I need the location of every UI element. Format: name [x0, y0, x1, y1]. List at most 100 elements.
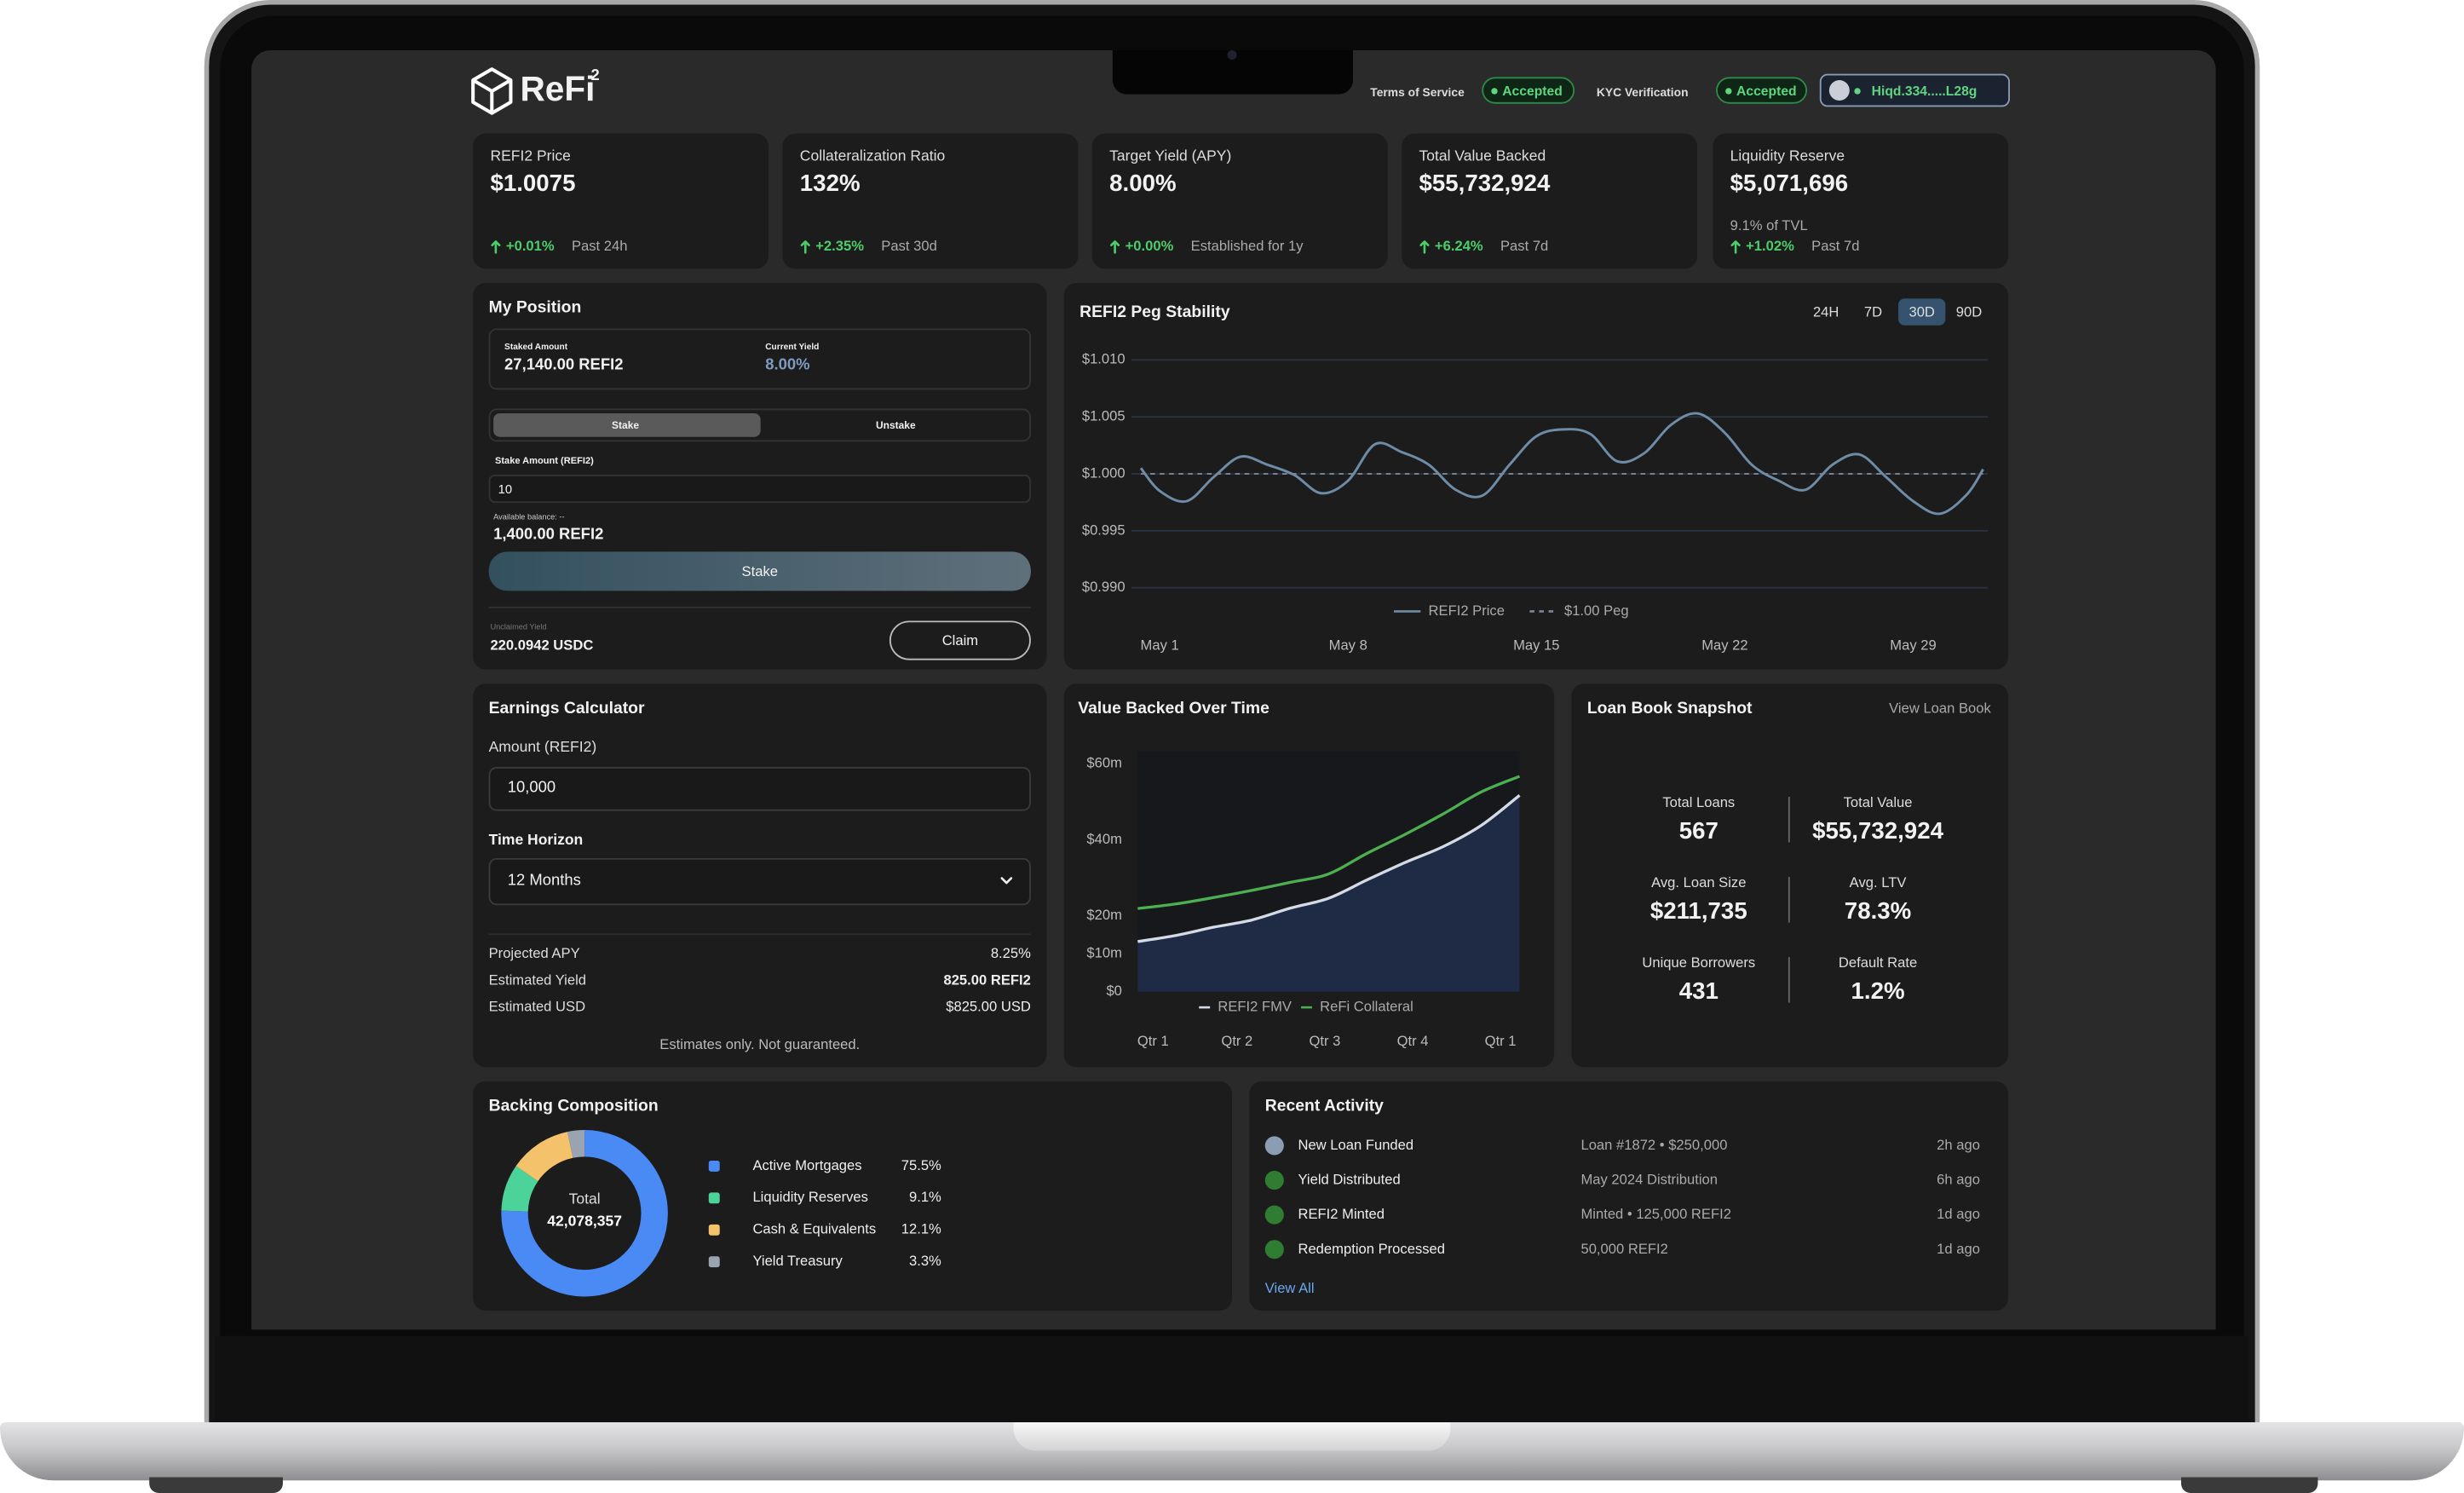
tab-active[interactable]: [493, 413, 761, 437]
stat-card: [782, 133, 1079, 269]
horizon-select[interactable]: [488, 857, 1031, 906]
arrow-up-icon-path: [491, 240, 501, 254]
terms-label: Terms of Service: [1370, 84, 1465, 99]
logo-superscript: 2: [590, 67, 600, 85]
activity-detail: May 2024 Distribution: [1580, 1171, 1718, 1188]
loan-stat-value: 431: [1678, 978, 1718, 1006]
loan-stat-label: Avg. Loan Size: [1651, 874, 1747, 891]
staked-label: Staked Amount: [504, 343, 568, 353]
wallet-avatar: [1828, 80, 1850, 101]
stat-change: +0.01%: [505, 238, 555, 254]
loan-stat-label: Total Loans: [1662, 794, 1736, 810]
unclaimed-value: 220.0942 USDC: [490, 636, 594, 653]
activity-detail: Minted • 125,000 REFI2: [1580, 1206, 1731, 1222]
calc-row-value: 825.00 REFI2: [943, 971, 1031, 989]
calc-note: Estimates only. Not guaranteed.: [659, 1036, 861, 1052]
stat-label: Total Value Backed: [1419, 147, 1546, 166]
status-dot: [1725, 87, 1732, 94]
logo: ReFi: [520, 69, 596, 109]
stat-change-row: +1.02% Past 7d: [1730, 238, 1860, 254]
wallet-button[interactable]: [1819, 73, 2010, 107]
stat-card: [1713, 133, 2009, 269]
activity-icon: [1264, 1240, 1284, 1260]
separator: [1788, 797, 1790, 843]
arrow-up-icon-path: [1419, 240, 1430, 254]
card-title: Loan Book Snapshot: [1586, 699, 1753, 718]
stake-button-label[interactable]: Stake: [741, 562, 778, 579]
claim-button[interactable]: [889, 620, 1031, 660]
range-button[interactable]: 24H: [1812, 303, 1839, 320]
unclaimed-label: Unclaimed Yield: [490, 622, 547, 632]
range-button[interactable]: 90D: [1955, 303, 1983, 320]
separator: [1788, 877, 1790, 923]
foot: [149, 1477, 283, 1493]
activity-name: Yield Distributed: [1298, 1171, 1401, 1188]
view-all-link[interactable]: View All: [1264, 1280, 1315, 1296]
activity-detail: 50,000 REFI2: [1580, 1241, 1668, 1257]
stat-period: Past 7d: [1500, 238, 1549, 254]
activity-name: New Loan Funded: [1298, 1137, 1414, 1153]
wallet-dot: [1854, 87, 1861, 94]
base-notch: [1013, 1422, 1451, 1451]
status-text[interactable]: Accepted: [1736, 82, 1797, 98]
horizon-select-value[interactable]: 12 Months: [507, 872, 581, 890]
range-button[interactable]: 30D: [1908, 303, 1935, 320]
range-active[interactable]: [1898, 298, 1946, 326]
stat-value: 132%: [799, 170, 861, 198]
stat-label: REFI2 Price: [490, 147, 571, 166]
chevron-icon: [1000, 877, 1013, 885]
stat-label: Liquidity Reserve: [1730, 147, 1845, 166]
chevron-icon-path: [1000, 877, 1013, 885]
arrow-up-icon-path: [800, 240, 810, 254]
yield-value: 8.00%: [765, 355, 810, 373]
card-title: Recent Activity: [1264, 1096, 1384, 1115]
stat-value: 8.00%: [1109, 170, 1177, 198]
staked-box: [488, 328, 1031, 390]
status-dot: [1491, 87, 1498, 94]
chin: [215, 1335, 2249, 1424]
chart-title: Value Backed Over Time: [1078, 699, 1269, 718]
status-text[interactable]: Accepted: [1502, 82, 1563, 98]
stat-value: $1.0075: [490, 170, 576, 198]
logo-icon: [471, 67, 513, 115]
stat-period: Past 7d: [1811, 238, 1860, 254]
arrow-up-icon: [800, 240, 810, 254]
calc-row-label: Estimated USD: [488, 998, 586, 1015]
stat-label: Target Yield (APY): [1109, 147, 1232, 166]
calc-row-value: 8.25%: [990, 945, 1031, 961]
stat-card: [1091, 133, 1388, 269]
input-label: Stake Amount (REFI2): [494, 457, 594, 467]
stat-card: [1402, 133, 1697, 269]
divider: [488, 606, 1031, 608]
loan-stat-value: $55,732,924: [1812, 817, 1943, 845]
amount-input-value[interactable]: 10,000: [507, 779, 556, 798]
stake-button[interactable]: [488, 551, 1031, 591]
amount-input[interactable]: [488, 474, 1031, 504]
calc-row-label: Estimated Yield: [488, 971, 587, 989]
card-title: Earnings Calculator: [488, 699, 645, 718]
activity-icon: [1264, 1136, 1284, 1156]
activity-time: 2h ago: [1937, 1137, 1980, 1153]
foot: [2181, 1477, 2318, 1493]
loan-stat-value: 1.2%: [1851, 978, 1905, 1006]
amount-input-value[interactable]: 10: [498, 481, 513, 496]
tab[interactable]: Unstake: [875, 419, 916, 431]
stat-period: Past 30d: [881, 238, 937, 254]
activity-time: 1d ago: [1937, 1206, 1980, 1222]
stat-label: Collateralization Ratio: [799, 147, 946, 166]
tab[interactable]: Stake: [612, 419, 640, 431]
claim-button-label[interactable]: Claim: [941, 631, 979, 648]
activity-detail: Loan #1872 • $250,000: [1580, 1137, 1728, 1153]
view-loan-book-link[interactable]: View Loan Book: [1889, 700, 1991, 717]
stat-change: +1.02%: [1746, 238, 1794, 254]
activity-time: 6h ago: [1937, 1171, 1980, 1188]
range-button[interactable]: 7D: [1863, 303, 1883, 320]
arrow-up-icon: [1419, 240, 1430, 254]
wallet-address[interactable]: Hiqd.334.....L28g: [1871, 82, 1978, 98]
arrow-up-icon-path: [1110, 240, 1120, 254]
amount-input[interactable]: [488, 766, 1031, 811]
activity-icon: [1264, 1205, 1284, 1225]
chart-title: Backing Composition: [488, 1096, 659, 1115]
